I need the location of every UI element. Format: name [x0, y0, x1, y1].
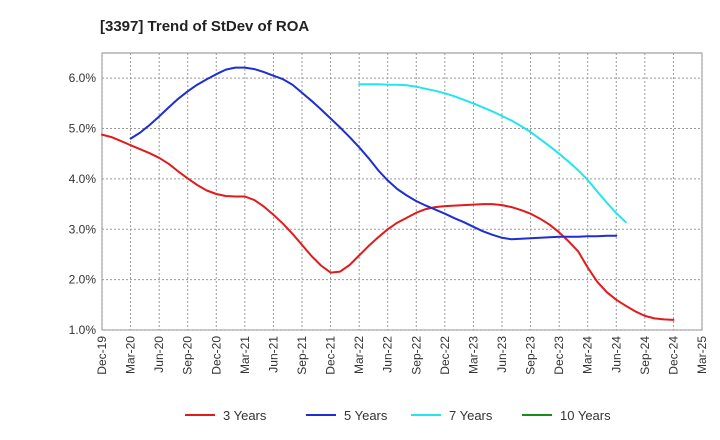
x-tick-label: Dec-21: [324, 336, 338, 375]
legend: 3 Years 5 Years 7 Years 10 Years: [185, 408, 611, 423]
x-tick-label: Mar-23: [466, 336, 480, 374]
legend-label: 7 Years: [449, 408, 493, 423]
x-tick-label: Mar-20: [124, 336, 138, 374]
series-line-7-years: [358, 83, 627, 224]
series-line-5-years: [129, 66, 618, 241]
y-tick-label: 2.0%: [69, 273, 97, 287]
x-tick-label: Dec-20: [209, 336, 223, 375]
legend-label: 3 Years: [223, 408, 267, 423]
x-tick-label: Sep-20: [181, 336, 195, 375]
x-tick-label: Jun-21: [266, 336, 280, 373]
x-tick-label: Jun-20: [152, 336, 166, 373]
x-tick-label: Jun-24: [609, 336, 623, 373]
x-tick-label: Sep-24: [638, 336, 652, 375]
chart-title: [3397] Trend of StDev of ROA: [100, 18, 309, 35]
legend-label: 5 Years: [344, 408, 388, 423]
x-tick-label: Sep-22: [409, 336, 423, 375]
x-tick-label: Jun-23: [495, 336, 509, 373]
x-tick-label: Mar-24: [581, 336, 595, 374]
y-tick-label: 5.0%: [69, 122, 97, 136]
x-tick-label: Dec-23: [552, 336, 566, 375]
y-tick-label: 3.0%: [69, 222, 97, 236]
y-tick-label: 4.0%: [69, 172, 97, 186]
legend-label: 10 Years: [560, 408, 611, 423]
x-tick-label: Dec-19: [95, 336, 109, 375]
x-tick-label: Sep-23: [524, 336, 538, 375]
x-tick-label: Mar-22: [352, 336, 366, 374]
plot-area: 1.0% 2.0% 3.0% 4.0% 5.0% 6.0% Dec-19 Mar-20 Jun-…: [69, 52, 709, 375]
y-tick-label: 1.0%: [69, 323, 97, 337]
x-tick-label: Mar-21: [238, 336, 252, 374]
x-tick-label: Mar-25: [695, 336, 709, 374]
x-tick-label: Jun-22: [381, 336, 395, 373]
series-line-3-years: [101, 133, 675, 321]
y-tick-label: 6.0%: [69, 71, 97, 85]
x-tick-label: Sep-21: [295, 336, 309, 375]
x-tick-label: Dec-22: [438, 336, 452, 375]
x-tick-label: Dec-24: [666, 336, 680, 375]
